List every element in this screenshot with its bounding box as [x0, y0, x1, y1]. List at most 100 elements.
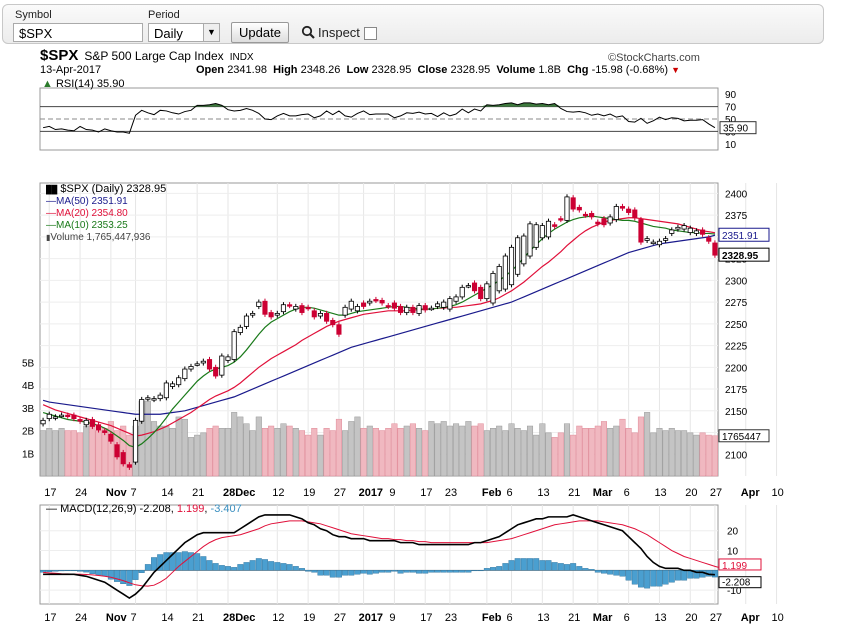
candle-body [237, 326, 243, 333]
volume-bar [508, 423, 515, 477]
volume-bar [662, 430, 669, 477]
macd-histogram-bar [305, 570, 312, 572]
candle-body [502, 255, 508, 290]
candle-body [379, 299, 385, 304]
volume-tick-label: 4B [22, 381, 35, 392]
candle-body [570, 197, 576, 210]
candle-body [40, 419, 46, 425]
volume-bar [514, 428, 521, 477]
volume-bar [483, 430, 490, 477]
candle-body [576, 206, 582, 211]
volume-bar [557, 432, 564, 477]
macd-signal-value-box [718, 558, 762, 571]
candle-body [256, 301, 262, 307]
macd-histogram-bar [594, 570, 601, 573]
macd-histogram-bar [237, 564, 244, 571]
volume-bar [151, 421, 158, 477]
macd-histogram-bar [95, 570, 102, 576]
candle-body [213, 366, 219, 377]
update-button[interactable]: Update [231, 22, 289, 43]
macd-x-tick-label: 27 [334, 612, 346, 624]
candle-body [89, 419, 95, 427]
candle-body [496, 266, 502, 292]
macd-histogram-bar [335, 570, 342, 578]
macd-panel: 20 10 -10 1.199 -2.208 17 24 Nov 7 14 21 28Dec 12 19 2… [39, 504, 784, 624]
candle-body [656, 240, 663, 246]
candle-body [268, 312, 274, 318]
volume-bar [274, 428, 281, 477]
candle-legend-icon: ██ [46, 185, 58, 194]
candle-body [250, 313, 256, 316]
volume-bar [317, 434, 324, 477]
rsi-tick-label: 70 [725, 103, 737, 114]
volume-bar [83, 425, 90, 477]
macd-histogram-bar [397, 570, 404, 574]
candle-body [95, 424, 102, 431]
volume-bar [422, 430, 429, 477]
close-value-label: 2328.95 [722, 251, 759, 262]
candle-body [299, 305, 305, 313]
inspect-checkbox[interactable] [364, 27, 377, 40]
macd-x-tick-label: Mar [593, 612, 613, 624]
ma50-value-box [718, 227, 770, 242]
candle-body [108, 433, 114, 442]
volume-bar [434, 423, 441, 477]
candle-body [619, 206, 626, 209]
price-x-tick-label: 24 [75, 487, 87, 499]
price-x-tick-label: 9 [389, 487, 395, 499]
period-select[interactable]: Daily ▼ [148, 23, 220, 42]
volume-bar [255, 416, 262, 477]
macd-histogram-bar [70, 570, 77, 572]
volume-tick-label: 5B [22, 358, 35, 369]
candle-body [342, 306, 348, 316]
macd-histogram-bar [551, 562, 558, 571]
macd-histogram-bar [681, 570, 688, 581]
candle-body [484, 283, 490, 300]
search-icon[interactable] [301, 25, 315, 39]
ma50-line [42, 234, 716, 415]
volume-bar [40, 430, 47, 477]
close-value: 2328.95 [450, 64, 491, 76]
volume-bar [539, 423, 546, 477]
price-x-tick-label: 2017 [359, 487, 383, 499]
macd-histogram-bar [292, 566, 299, 571]
macd-histogram-bar [391, 570, 398, 572]
volume-bar [416, 428, 423, 477]
macd-signal-value-label: 1.199 [722, 561, 747, 572]
volume-bar [551, 437, 558, 477]
candle-body [669, 229, 675, 234]
symbol-input[interactable]: $SPX [13, 23, 143, 42]
macd-histogram-bar [496, 566, 503, 571]
macd-histogram-bar [600, 570, 607, 574]
candle-body [533, 224, 539, 248]
high-label: High [273, 64, 298, 76]
candle-body [280, 304, 287, 313]
price-x-tick-label: 23 [445, 487, 457, 499]
candle-body [194, 363, 200, 366]
volume-bar [298, 430, 305, 477]
macd-histogram-bar [631, 570, 638, 585]
macd-x-tick-label: 14 [161, 612, 173, 624]
volume-bar [64, 430, 71, 477]
candle-body [663, 238, 669, 241]
macd-histogram-bar [477, 570, 484, 572]
volume-bar [471, 425, 478, 477]
volume-bar [465, 421, 472, 477]
macd-histogram-bar [379, 570, 386, 573]
candle-body [626, 208, 632, 213]
macd-x-tick-label: 27 [710, 612, 722, 624]
macd-histogram-bar [428, 570, 435, 573]
price-tick-label: 2200 [725, 363, 748, 374]
macd-x-tick-label: 2017 [359, 612, 383, 624]
macd-histogram-bar [490, 567, 497, 571]
volume-tick-label: 2B [22, 427, 35, 438]
down-arrow-icon: ▼ [671, 65, 680, 75]
chevron-down-icon[interactable]: ▼ [203, 24, 219, 41]
macd-legend-signal: 1.199 [176, 503, 205, 515]
macd-x-tick-label: 12 [272, 612, 284, 624]
macd-line [43, 514, 715, 600]
macd-histogram-bar [274, 562, 281, 571]
macd-histogram-bar [409, 570, 416, 573]
volume-bar [280, 423, 287, 477]
macd-histogram-bar [89, 570, 96, 574]
